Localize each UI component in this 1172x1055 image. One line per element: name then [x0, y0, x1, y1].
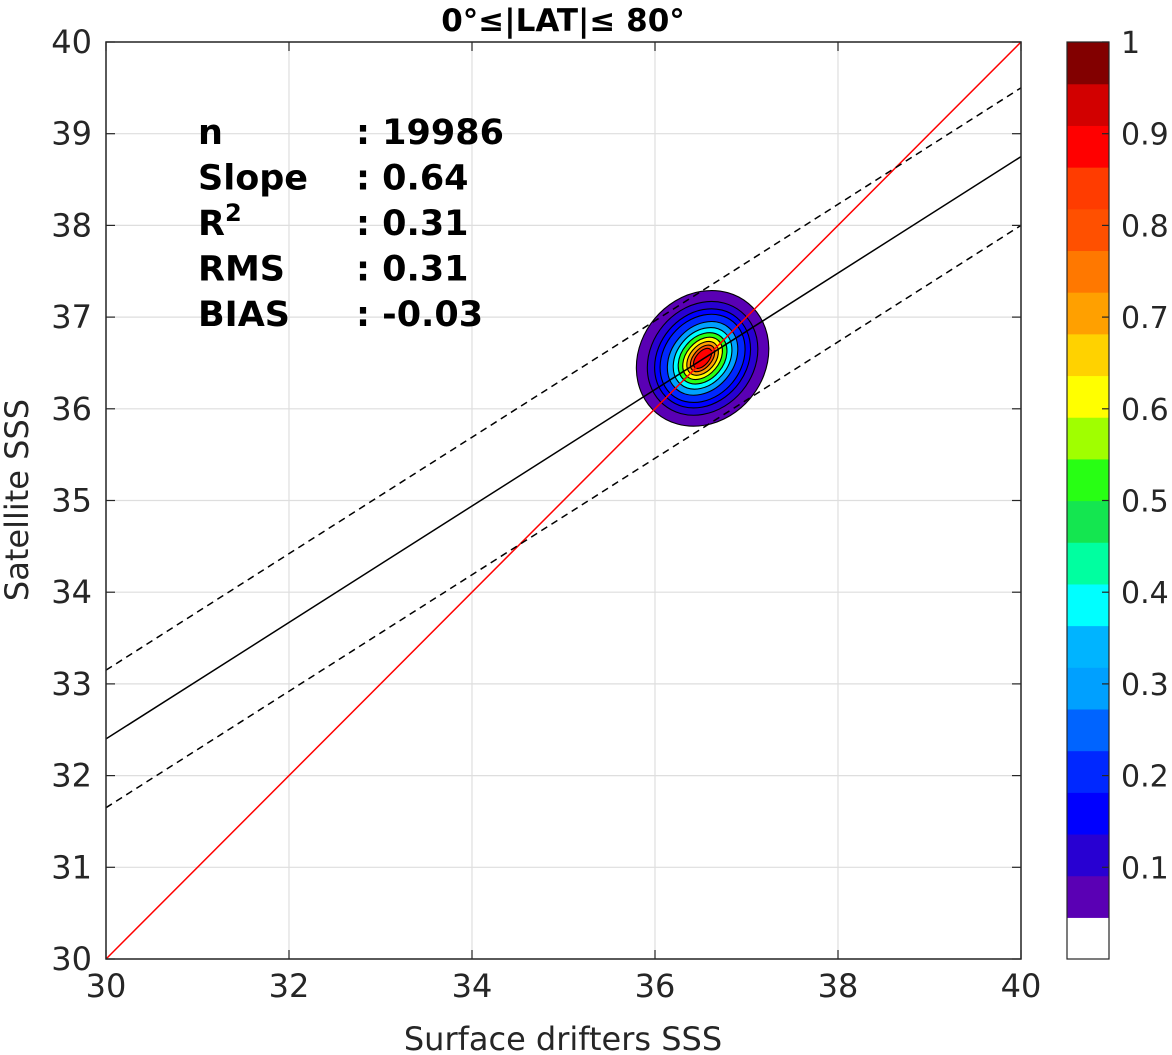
colorbar-swatch	[1067, 917, 1109, 960]
colorbar-swatch	[1067, 83, 1109, 126]
x-tick-label: 32	[269, 967, 310, 1005]
colorbar-swatch	[1067, 583, 1109, 627]
regression-line	[106, 155, 1021, 740]
y-tick-label: 35	[51, 482, 92, 520]
y-tick-label: 31	[51, 848, 92, 886]
stat-label-bias: BIAS	[198, 295, 290, 335]
axis-ticks: 30 32 34 36 38 40 30 31 32 33 34 35 36 37 38 39 40	[51, 23, 1041, 1005]
colorbar-tick-label: 0.5	[1121, 485, 1169, 520]
y-tick-label: 37	[51, 298, 92, 336]
stat-label-n: n	[198, 113, 223, 153]
colorbar-swatch	[1067, 833, 1109, 877]
x-tick-label: 30	[86, 967, 127, 1005]
x-axis-label: Surface drifters SSS	[404, 1020, 722, 1055]
colorbar-swatch	[1067, 667, 1109, 710]
colorbar-swatch	[1067, 250, 1109, 293]
grid	[105, 41, 1022, 960]
stat-value-bias: : -0.03	[356, 295, 483, 335]
colorbar-swatch	[1067, 208, 1109, 252]
colorbar-swatch	[1067, 792, 1109, 835]
colorbar-swatch	[1067, 625, 1109, 668]
density-contours	[635, 289, 770, 427]
stat-label-slope: Slope	[198, 159, 308, 199]
x-tick-label: 36	[635, 967, 676, 1005]
y-axis-label: Satellite SSS	[0, 399, 36, 601]
colorbar-tick-label: 0.7	[1121, 301, 1169, 336]
y-tick-label: 36	[51, 390, 92, 428]
colorbar-tick-label: 0.4	[1121, 576, 1169, 611]
colorbar-swatch	[1067, 333, 1109, 377]
colorbar-swatch	[1067, 125, 1109, 168]
density-level-0-9	[692, 347, 713, 369]
colorbar-swatch	[1067, 42, 1109, 85]
chart-title: 0°≤|LAT|≤ 80°	[441, 3, 685, 39]
colorbar-swatch	[1067, 750, 1109, 793]
stat-value-rms: : 0.31	[356, 250, 469, 290]
colorbar: 0.1 0.2 0.3 0.4 0.5 0.6 0.7 0.8 0.9 1	[1066, 26, 1169, 960]
one-to-one-line	[106, 42, 1021, 959]
y-tick-label: 39	[51, 115, 92, 153]
x-tick-label: 40	[1001, 967, 1042, 1005]
regression-plus-rms-line	[106, 87, 1021, 671]
colorbar-swatch	[1067, 458, 1109, 502]
y-tick-label: 40	[51, 23, 92, 61]
colorbar-swatch	[1067, 708, 1109, 752]
y-tick-label: 34	[51, 573, 92, 611]
stat-value-n: : 19986	[356, 113, 504, 153]
colorbar-tick-label: 0.8	[1121, 209, 1169, 244]
y-tick-label: 30	[51, 940, 92, 978]
colorbar-swatch	[1067, 500, 1109, 543]
x-tick-label: 38	[818, 967, 859, 1005]
colorbar-swatch	[1067, 167, 1109, 210]
colorbar-tick-label: 1	[1121, 26, 1140, 61]
colorbar-tick-label: 0.1	[1121, 851, 1169, 886]
colorbar-tick-label: 0.2	[1121, 760, 1169, 795]
regression-minus-rms-line	[106, 224, 1021, 809]
colorbar-swatch	[1067, 292, 1109, 335]
y-tick-label: 38	[51, 206, 92, 244]
fit-lines	[106, 42, 1021, 959]
colorbar-tick-label: 0.6	[1121, 393, 1169, 428]
colorbar-tick-label: 0.3	[1121, 668, 1169, 703]
stat-value-r: : 0.31	[356, 204, 469, 244]
y-tick-label: 33	[51, 665, 92, 703]
colorbar-tick-label: 0.9	[1121, 118, 1169, 153]
y-tick-label: 32	[51, 757, 92, 795]
stat-label-rms: RMS	[198, 250, 285, 290]
colorbar-swatch	[1067, 875, 1109, 918]
colorbar-swatch	[1067, 542, 1109, 585]
stat-value-slope: : 0.64	[356, 159, 469, 199]
colorbar-swatch	[1067, 375, 1109, 418]
colorbar-swatch	[1067, 417, 1109, 460]
x-tick-label: 34	[452, 967, 493, 1005]
